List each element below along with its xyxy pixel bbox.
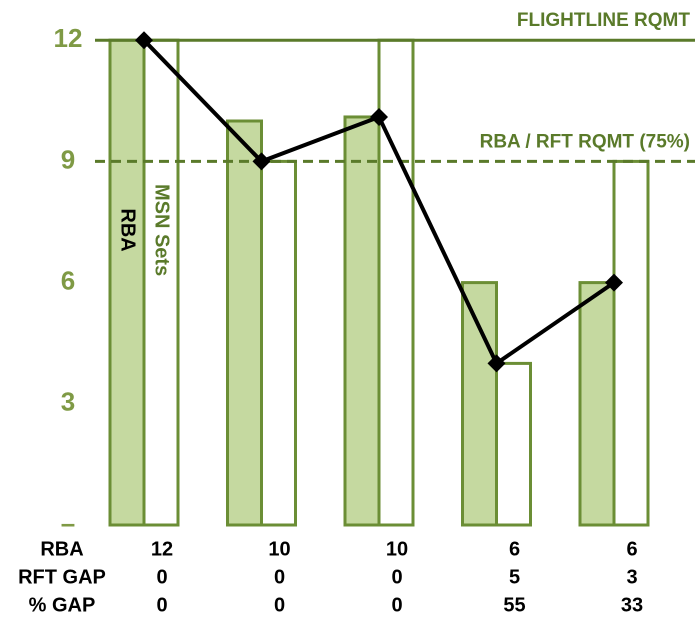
row-value: 0 bbox=[274, 566, 285, 588]
row-value: 6 bbox=[626, 538, 637, 560]
bar bbox=[495, 361, 532, 527]
bar bbox=[142, 38, 180, 527]
row-value: 33 bbox=[621, 594, 643, 616]
marker bbox=[605, 273, 623, 292]
y-tick-label: 3 bbox=[61, 387, 75, 417]
row-value: 0 bbox=[391, 594, 402, 616]
marker bbox=[135, 31, 153, 50]
row-label: RBA bbox=[40, 538, 83, 560]
bar bbox=[578, 281, 616, 527]
y-tick-label: – bbox=[61, 508, 75, 538]
row-value: 3 bbox=[626, 566, 637, 588]
reference-label: RBA / RFT RQMT (75%) bbox=[480, 131, 690, 152]
bar bbox=[260, 159, 297, 527]
marker bbox=[370, 107, 388, 126]
row-label: % GAP bbox=[29, 594, 96, 616]
bar bbox=[343, 115, 381, 527]
row-value: 0 bbox=[391, 566, 402, 588]
y-tick-label: 6 bbox=[61, 265, 75, 295]
y-tick-label: 9 bbox=[61, 144, 75, 174]
row-label: RFT GAP bbox=[18, 566, 106, 588]
marker bbox=[487, 354, 506, 373]
bar bbox=[377, 38, 415, 527]
row-value: 5 bbox=[509, 566, 520, 588]
y-tick-label: 12 bbox=[54, 23, 83, 53]
bar bbox=[108, 38, 146, 527]
reference-label: FLIGHTLINE RQMT bbox=[517, 10, 690, 31]
row-value: 0 bbox=[156, 594, 167, 616]
bar bbox=[226, 119, 263, 527]
series-label: RBA bbox=[117, 208, 139, 251]
bar bbox=[461, 281, 498, 527]
series-label: MSN Sets bbox=[151, 184, 173, 276]
row-value: 55 bbox=[503, 594, 525, 616]
row-value: 10 bbox=[268, 538, 290, 560]
bar bbox=[612, 159, 650, 527]
marker bbox=[252, 152, 271, 171]
row-value: 6 bbox=[509, 538, 520, 560]
row-value: 10 bbox=[386, 538, 408, 560]
row-value: 12 bbox=[151, 538, 173, 560]
row-value: 0 bbox=[156, 566, 167, 588]
row-value: 0 bbox=[274, 594, 285, 616]
